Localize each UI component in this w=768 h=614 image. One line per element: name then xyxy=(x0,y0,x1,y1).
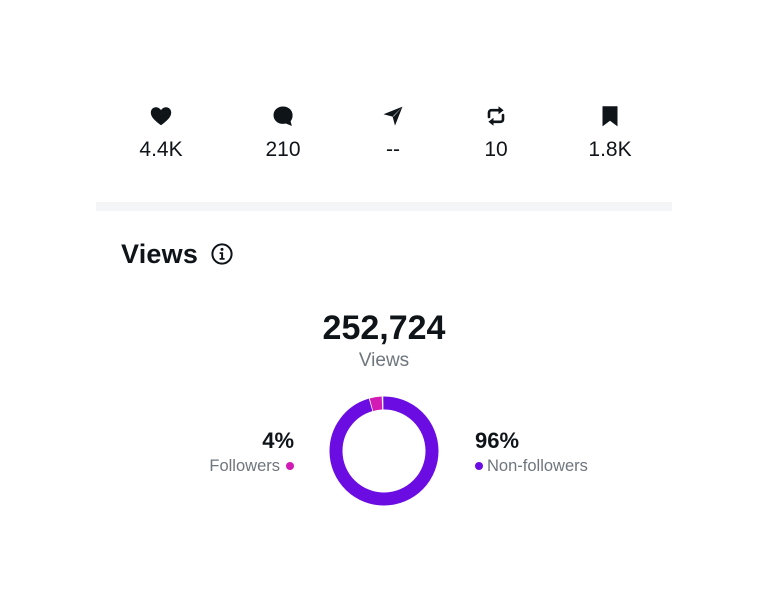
engagement-stats: 4.4K 210 -- 10 1.8K xyxy=(0,104,768,164)
non-followers-slice xyxy=(329,396,439,506)
bookmarks-stat[interactable]: 1.8K xyxy=(550,104,670,162)
views-title: Views xyxy=(121,238,199,269)
views-total-value: 252,724 xyxy=(322,309,446,347)
non-followers-label: Non-followers xyxy=(487,457,588,475)
section-divider xyxy=(96,202,672,211)
info-icon[interactable] xyxy=(210,242,234,266)
non-followers-legend: 96% Non-followers xyxy=(475,428,588,476)
reposts-count: 10 xyxy=(484,138,508,161)
reply-bubble-icon xyxy=(271,104,295,128)
reposts-stat[interactable]: 10 xyxy=(436,104,556,162)
likes-count: 4.4K xyxy=(139,138,183,161)
bookmarks-count: 1.8K xyxy=(588,138,632,161)
followers-dot xyxy=(286,462,294,470)
share-arrow-icon xyxy=(381,104,405,128)
repost-icon xyxy=(484,104,508,128)
replies-stat[interactable]: 210 xyxy=(223,104,343,162)
views-total-label: Views xyxy=(358,350,410,371)
heart-icon xyxy=(149,104,173,128)
shares-count: -- xyxy=(386,138,400,161)
bookmark-icon xyxy=(598,104,622,128)
views-donut-chart xyxy=(329,396,439,506)
followers-label: Followers xyxy=(209,457,280,475)
views-total: 252,724 Views xyxy=(0,306,768,372)
shares-stat[interactable]: -- xyxy=(333,104,453,162)
non-followers-dot xyxy=(475,462,483,470)
views-header: Views xyxy=(121,236,234,272)
non-followers-percent: 96% xyxy=(475,428,520,453)
followers-legend: 4% Followers xyxy=(209,428,294,476)
followers-percent: 4% xyxy=(262,428,294,453)
replies-count: 210 xyxy=(265,138,301,161)
likes-stat[interactable]: 4.4K xyxy=(101,104,221,162)
